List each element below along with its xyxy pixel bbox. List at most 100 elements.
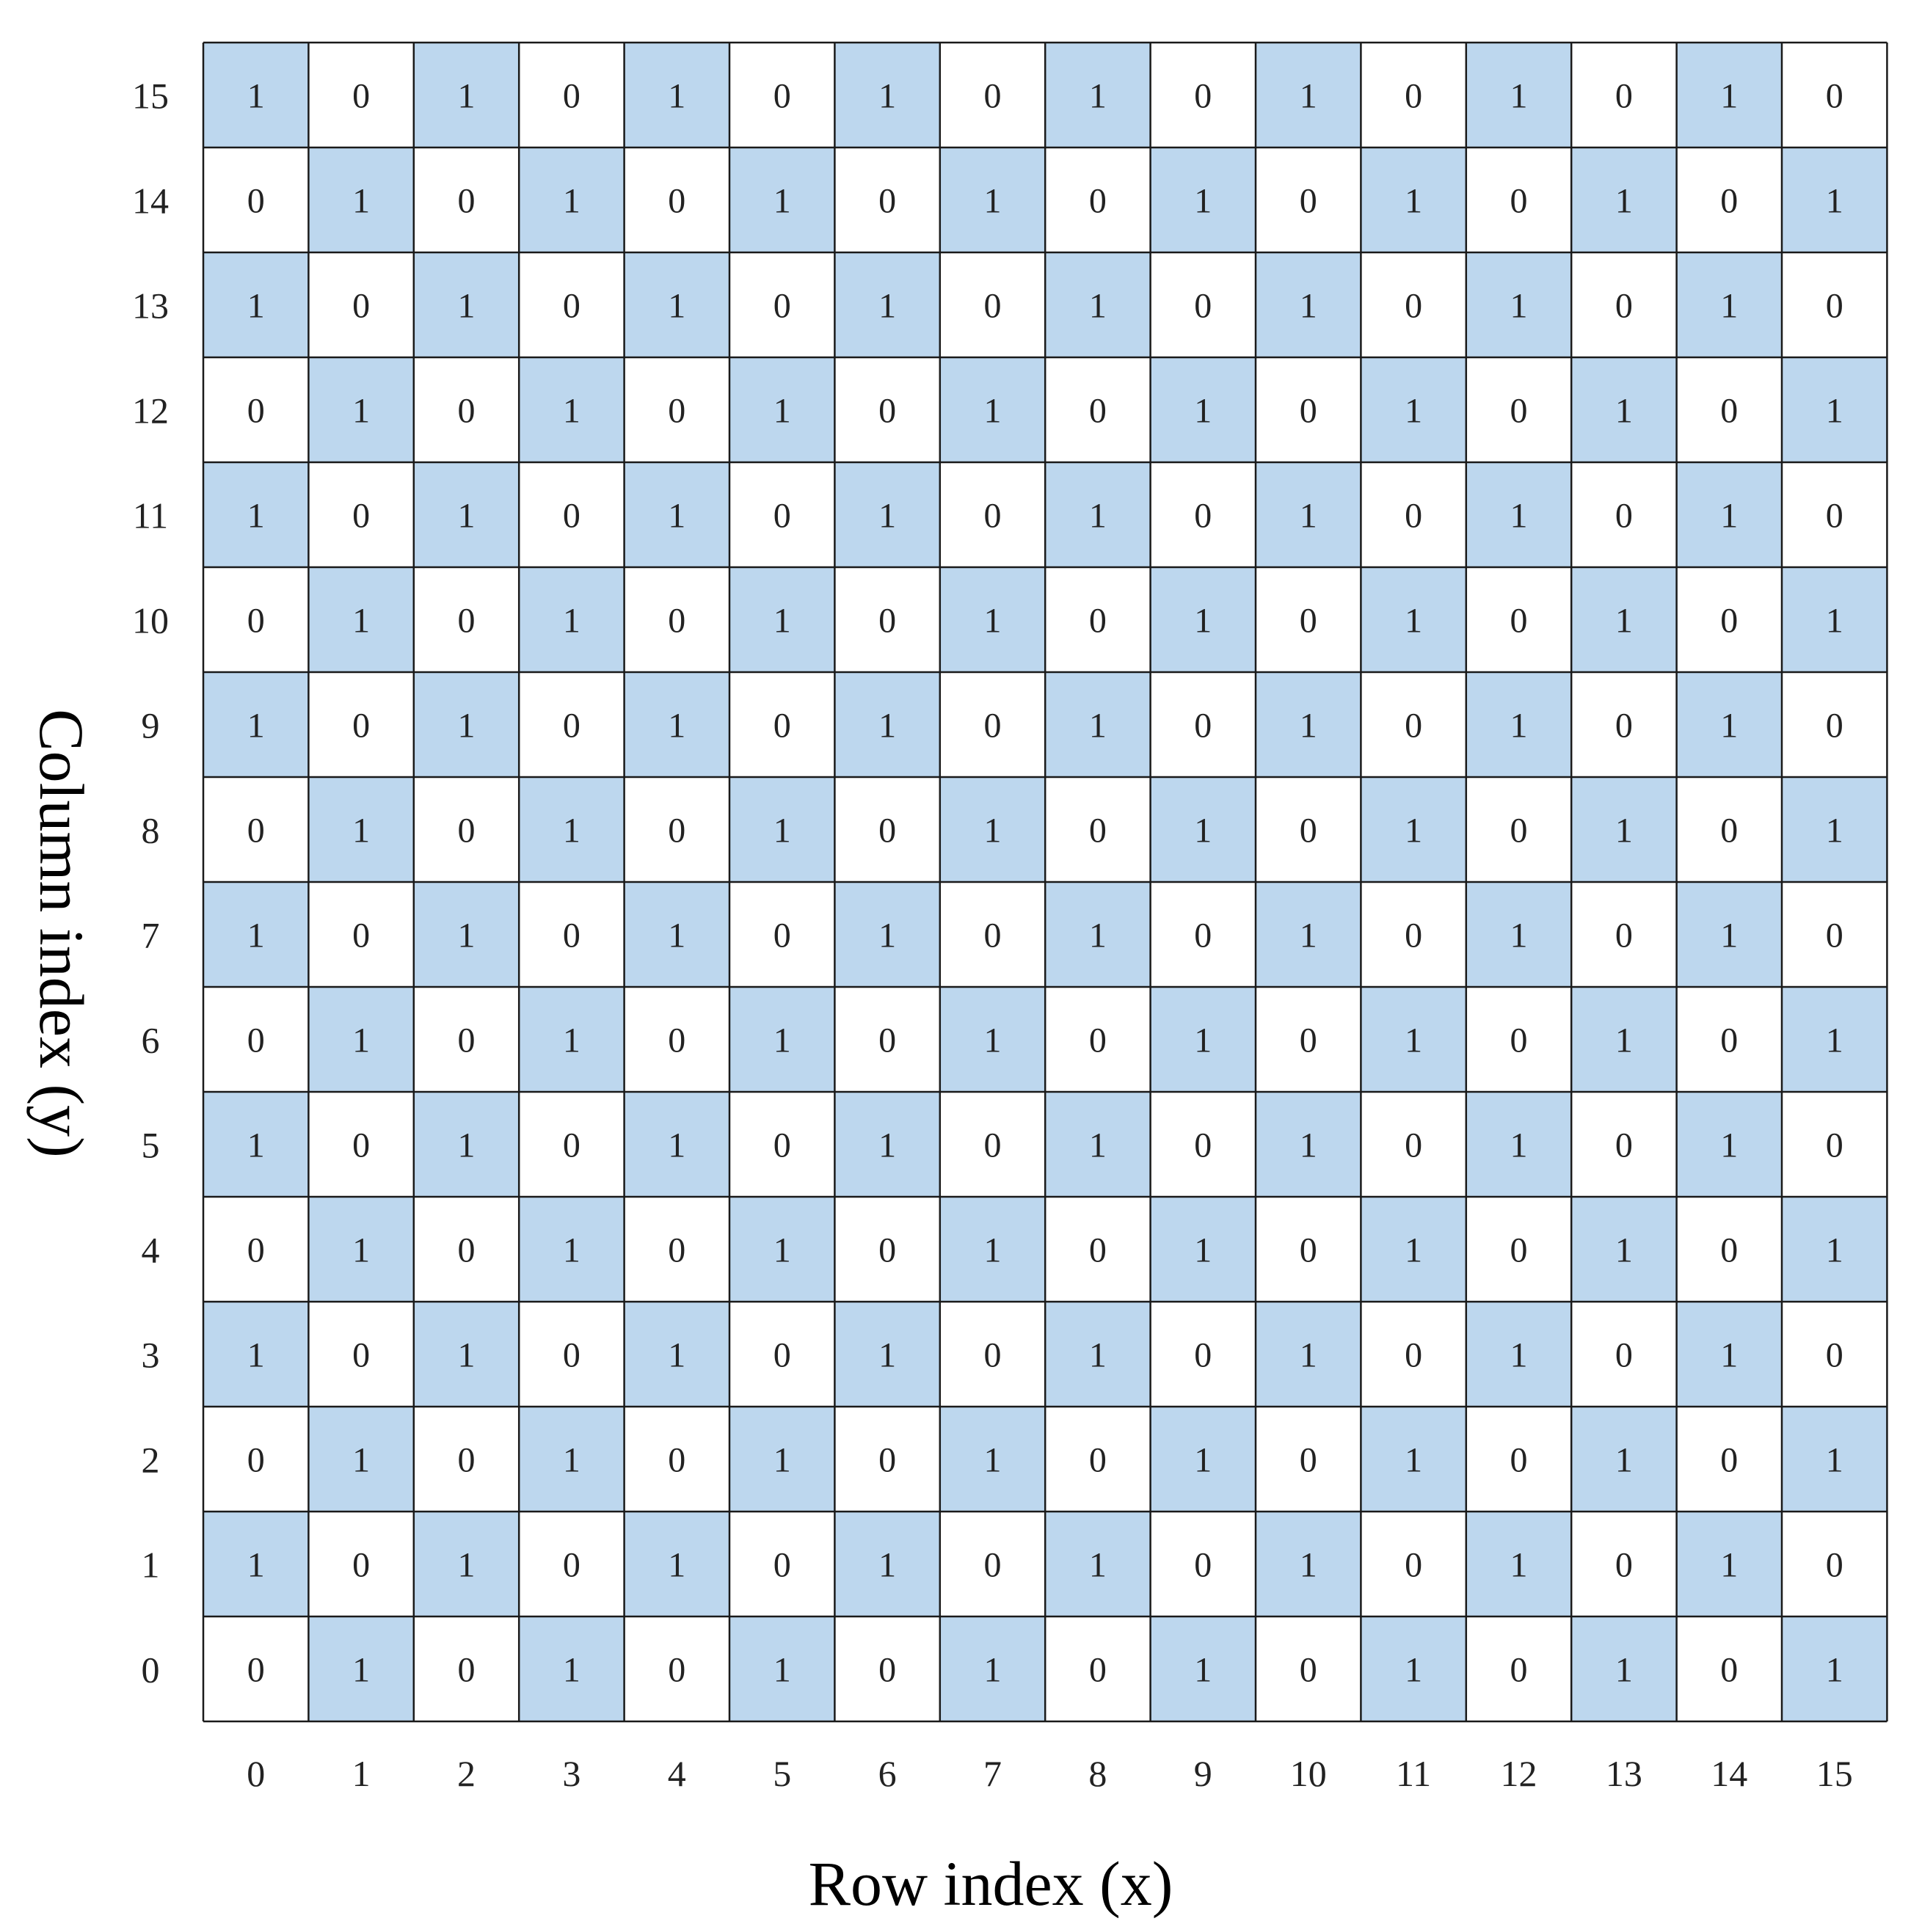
heatmap-cell <box>1256 43 1361 147</box>
cell-value-label: 0 <box>1194 1126 1212 1165</box>
y-tick-label: 2 <box>142 1440 160 1481</box>
heatmap-cell <box>1361 462 1466 567</box>
heatmap-cell <box>203 357 309 462</box>
heatmap-cell <box>1361 1407 1466 1512</box>
heatmap-cell <box>1676 252 1782 357</box>
heatmap-cell <box>1676 1092 1782 1197</box>
cell-value-label: 1 <box>1089 287 1107 326</box>
heatmap-cell <box>1676 43 1782 147</box>
heatmap-cell <box>1571 1302 1677 1407</box>
heatmap-cell <box>1782 1407 1888 1512</box>
cell-value-label: 1 <box>1826 1231 1843 1270</box>
heatmap-cell <box>1256 462 1361 567</box>
heatmap-cell <box>1361 987 1466 1092</box>
cell-value-label: 1 <box>1510 1336 1528 1375</box>
cell-value-label: 1 <box>1300 916 1317 955</box>
heatmap-cell <box>939 777 1046 882</box>
heatmap-cell <box>1676 882 1782 987</box>
heatmap-cell <box>729 147 835 252</box>
cell-value-label: 1 <box>773 812 791 850</box>
cell-value-label: 1 <box>984 1231 1002 1270</box>
heatmap-cell <box>413 1407 520 1512</box>
heatmap-cell <box>1782 43 1888 147</box>
cell-value-label: 0 <box>352 1546 370 1585</box>
cell-value-label: 1 <box>1720 1546 1738 1585</box>
cell-value-label: 0 <box>352 497 370 536</box>
cell-value-label: 0 <box>1405 707 1422 746</box>
cell-value-label: 0 <box>1826 1336 1843 1375</box>
cell-value-label: 0 <box>1300 1651 1317 1690</box>
cell-value-label: 1 <box>247 287 265 326</box>
cell-value-label: 1 <box>668 1336 685 1375</box>
cell-value-label: 0 <box>563 497 580 536</box>
cell-value-label: 0 <box>1615 1336 1633 1375</box>
cell-value-label: 0 <box>458 812 476 850</box>
cell-value-label: 1 <box>773 1231 791 1270</box>
heatmap-cell <box>1045 1197 1151 1302</box>
heatmap-cell <box>1466 882 1572 987</box>
y-tick-label: 6 <box>142 1020 160 1061</box>
heatmap-cell <box>1466 567 1572 672</box>
cell-value-label: 1 <box>1405 602 1422 641</box>
cell-value-label: 1 <box>1615 1651 1633 1690</box>
cell-value-label: 0 <box>1405 77 1422 116</box>
heatmap-cell <box>1361 1092 1466 1197</box>
x-tick-label: 0 <box>247 1753 265 1794</box>
heatmap-cell <box>308 462 414 567</box>
heatmap-cell <box>203 1092 309 1197</box>
x-axis-label: Row index (x) <box>809 1848 1173 1919</box>
heatmap-cell <box>1571 252 1677 357</box>
heatmap-cell <box>1150 1407 1256 1512</box>
cell-value-label: 1 <box>668 916 685 955</box>
cell-value-label: 0 <box>1615 1546 1633 1585</box>
heatmap-cell <box>1571 777 1677 882</box>
cell-value-label: 1 <box>1720 77 1738 116</box>
cell-value-label: 0 <box>773 916 791 955</box>
heatmap-cell <box>1466 1407 1572 1512</box>
x-tick-label: 11 <box>1396 1753 1431 1794</box>
cell-value-label: 1 <box>1300 1336 1317 1375</box>
cell-value-label: 0 <box>1510 1231 1528 1270</box>
heatmap-cell <box>834 987 940 1092</box>
y-tick-label: 1 <box>142 1545 160 1586</box>
cell-value-label: 0 <box>1089 1441 1107 1480</box>
cell-value-label: 0 <box>773 287 791 326</box>
heatmap-cell <box>1256 1092 1361 1197</box>
cell-value-label: 0 <box>1405 1336 1422 1375</box>
cell-value-label: 0 <box>352 916 370 955</box>
heatmap-cell <box>1571 567 1677 672</box>
heatmap-cell <box>308 147 414 252</box>
heatmap-cell <box>624 1407 729 1512</box>
cell-value-label: 1 <box>352 1231 370 1270</box>
heatmap-cell <box>1045 882 1151 987</box>
cell-value-label: 0 <box>1300 1231 1317 1270</box>
heatmap-cell <box>308 252 414 357</box>
heatmap-cell <box>834 1512 940 1616</box>
cell-value-label: 0 <box>1089 1231 1107 1270</box>
heatmap-cell <box>413 882 520 987</box>
heatmap-cell <box>1466 462 1572 567</box>
heatmap-cell <box>519 147 625 252</box>
heatmap-cell <box>729 882 835 987</box>
cell-value-label: 1 <box>773 182 791 221</box>
cell-value-label: 1 <box>458 916 476 955</box>
cell-value-label: 0 <box>1720 1651 1738 1690</box>
cell-value-label: 1 <box>1510 497 1528 536</box>
cell-value-label: 1 <box>458 1126 476 1165</box>
heatmap-cell <box>308 672 414 777</box>
heatmap-cell <box>519 1407 625 1512</box>
heatmap-cell <box>1466 147 1572 252</box>
heatmap-cell <box>729 567 835 672</box>
cell-value-label: 1 <box>984 602 1002 641</box>
heatmap-cell <box>308 1407 414 1512</box>
heatmap-cell <box>729 987 835 1092</box>
cell-value-label: 1 <box>1720 916 1738 955</box>
heatmap-cell <box>939 252 1046 357</box>
cell-value-label: 0 <box>1300 182 1317 221</box>
heatmap-cell <box>834 252 940 357</box>
heatmap-cell <box>203 1302 309 1407</box>
heatmap-cell <box>1150 777 1256 882</box>
cell-value-label: 0 <box>668 392 685 431</box>
cell-value-label: 0 <box>1194 1546 1212 1585</box>
